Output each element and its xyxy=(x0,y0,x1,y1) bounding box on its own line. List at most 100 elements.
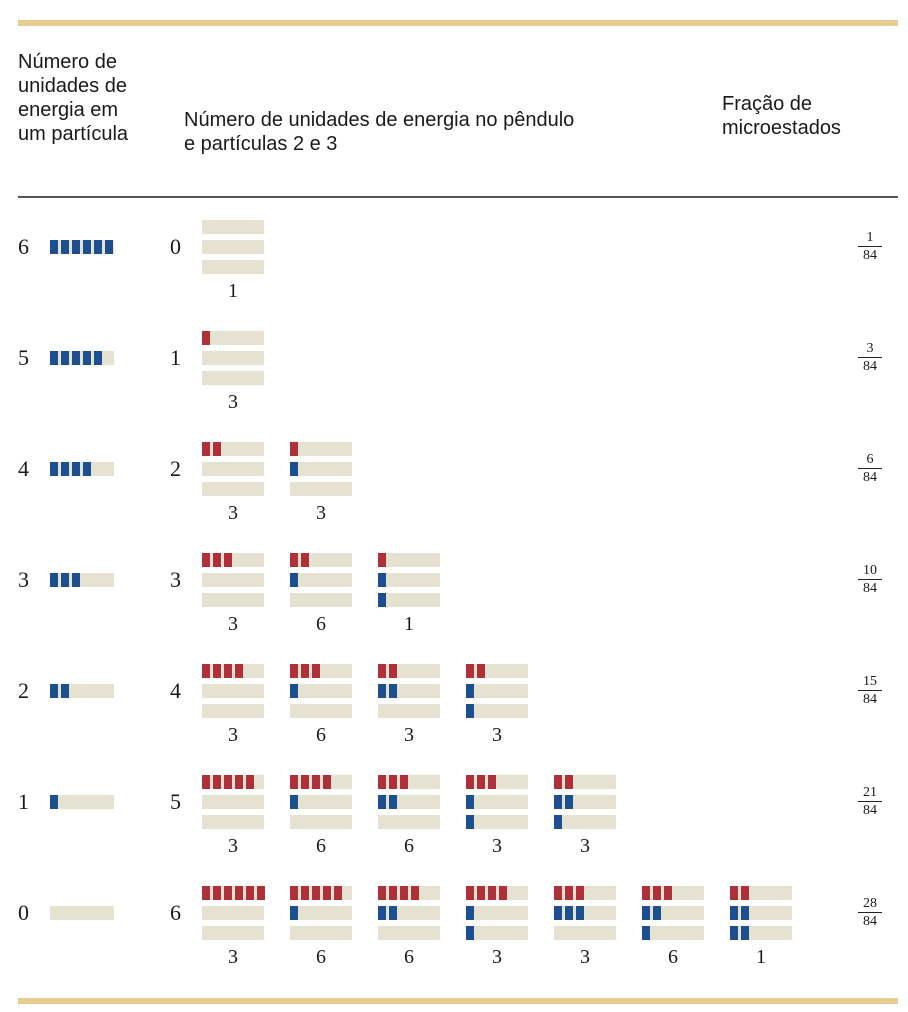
energy-unit xyxy=(61,462,69,476)
energy-unit xyxy=(466,815,474,829)
fraction-of-microstates: 15 84 xyxy=(858,674,882,707)
microstate-count: 6 xyxy=(316,946,326,968)
particle-bar-3 xyxy=(466,815,528,829)
pendulum-bar xyxy=(378,775,440,789)
energy-unit xyxy=(312,886,320,900)
energy-unit xyxy=(301,886,309,900)
particle-bar-3 xyxy=(202,926,264,940)
particle-energy-bar xyxy=(50,240,114,254)
energy-unit xyxy=(378,886,386,900)
energy-unit xyxy=(290,886,298,900)
fraction-denominator: 84 xyxy=(863,692,877,707)
pendulum-bar xyxy=(290,664,352,678)
energy-unit xyxy=(323,886,331,900)
pendulum-bar xyxy=(202,331,264,345)
microstate-count: 3 xyxy=(404,724,414,746)
particle-bar-2 xyxy=(378,906,440,920)
energy-unit xyxy=(213,886,221,900)
fraction-bar xyxy=(858,357,882,358)
energy-unit xyxy=(312,775,320,789)
pendulum-bar xyxy=(202,886,265,900)
particle-bar-3 xyxy=(378,815,440,829)
particle-bar-2 xyxy=(202,906,264,920)
pendulum-bar xyxy=(730,886,792,900)
microstate-count: 6 xyxy=(404,946,414,968)
energy-unit xyxy=(741,926,749,940)
particle-units-number: 5 xyxy=(18,345,29,370)
fraction-denominator: 84 xyxy=(863,470,877,485)
energy-unit xyxy=(378,664,386,678)
microstate-count: 3 xyxy=(228,613,238,635)
energy-unit xyxy=(246,775,254,789)
particle-energy-bar xyxy=(50,351,114,365)
particle-bar-3 xyxy=(378,704,440,718)
microstate-count: 6 xyxy=(316,724,326,746)
particle-bar-3 xyxy=(730,926,792,940)
energy-unit xyxy=(466,886,474,900)
particle-bar-2 xyxy=(202,795,264,809)
energy-unit xyxy=(565,906,573,920)
microstate-count: 3 xyxy=(492,835,502,857)
energy-unit xyxy=(290,795,298,809)
energy-unit xyxy=(290,906,298,920)
energy-unit xyxy=(301,553,309,567)
particle-units-number: 3 xyxy=(18,567,29,592)
particle-bar-2 xyxy=(466,906,528,920)
energy-unit xyxy=(565,795,573,809)
energy-unit xyxy=(389,664,397,678)
microstate-count: 1 xyxy=(404,613,414,635)
fraction-bar xyxy=(858,468,882,469)
energy-unit xyxy=(466,906,474,920)
energy-unit xyxy=(554,775,562,789)
particle-bar-2 xyxy=(642,906,704,920)
energy-unit xyxy=(50,795,58,809)
fraction-denominator: 84 xyxy=(863,914,877,929)
energy-unit xyxy=(235,775,243,789)
energy-unit xyxy=(235,664,243,678)
remaining-units-number: 6 xyxy=(170,900,181,925)
remaining-units-number: 0 xyxy=(170,234,181,259)
particle-bar-2 xyxy=(378,795,440,809)
particle-bar-3 xyxy=(466,926,528,940)
fraction-of-microstates: 3 84 xyxy=(858,341,882,374)
energy-unit xyxy=(400,775,408,789)
header-line: Fração de xyxy=(722,93,813,115)
microstate-count: 1 xyxy=(228,280,238,302)
energy-unit xyxy=(477,664,485,678)
particle-units-number: 0 xyxy=(18,900,29,925)
particle-units-number: 2 xyxy=(18,678,29,703)
energy-unit xyxy=(554,886,562,900)
fraction-of-microstates: 28 84 xyxy=(858,896,882,929)
energy-unit xyxy=(466,684,474,698)
energy-unit xyxy=(94,351,102,365)
energy-unit xyxy=(202,553,210,567)
particle-bar-3 xyxy=(642,926,704,940)
fraction-bar xyxy=(858,246,882,247)
energy-unit xyxy=(290,775,298,789)
energy-unit xyxy=(202,664,210,678)
particle-bar-2 xyxy=(378,573,440,587)
pendulum-bar xyxy=(466,775,528,789)
energy-unit xyxy=(378,906,386,920)
particle-bar-3 xyxy=(466,704,528,718)
pendulum-bar xyxy=(202,442,264,456)
remaining-units-number: 2 xyxy=(170,456,181,481)
fraction-bar xyxy=(858,912,882,913)
microstate-count: 3 xyxy=(228,724,238,746)
particle-bar-3 xyxy=(554,926,616,940)
particle-units-number: 4 xyxy=(18,456,29,481)
fraction-numerator: 15 xyxy=(863,674,877,689)
particle-bar-2 xyxy=(554,795,616,809)
microstate-count: 6 xyxy=(316,835,326,857)
energy-unit xyxy=(105,240,113,254)
energy-unit xyxy=(224,775,232,789)
pendulum-bar xyxy=(642,886,704,900)
energy-unit xyxy=(50,462,58,476)
particle-bar-2 xyxy=(730,906,792,920)
fraction-numerator: 10 xyxy=(863,563,877,578)
pendulum-bar xyxy=(466,886,528,900)
microstate-count: 1 xyxy=(756,946,766,968)
energy-unit xyxy=(290,442,298,456)
energy-unit xyxy=(213,442,221,456)
energy-unit xyxy=(378,775,386,789)
